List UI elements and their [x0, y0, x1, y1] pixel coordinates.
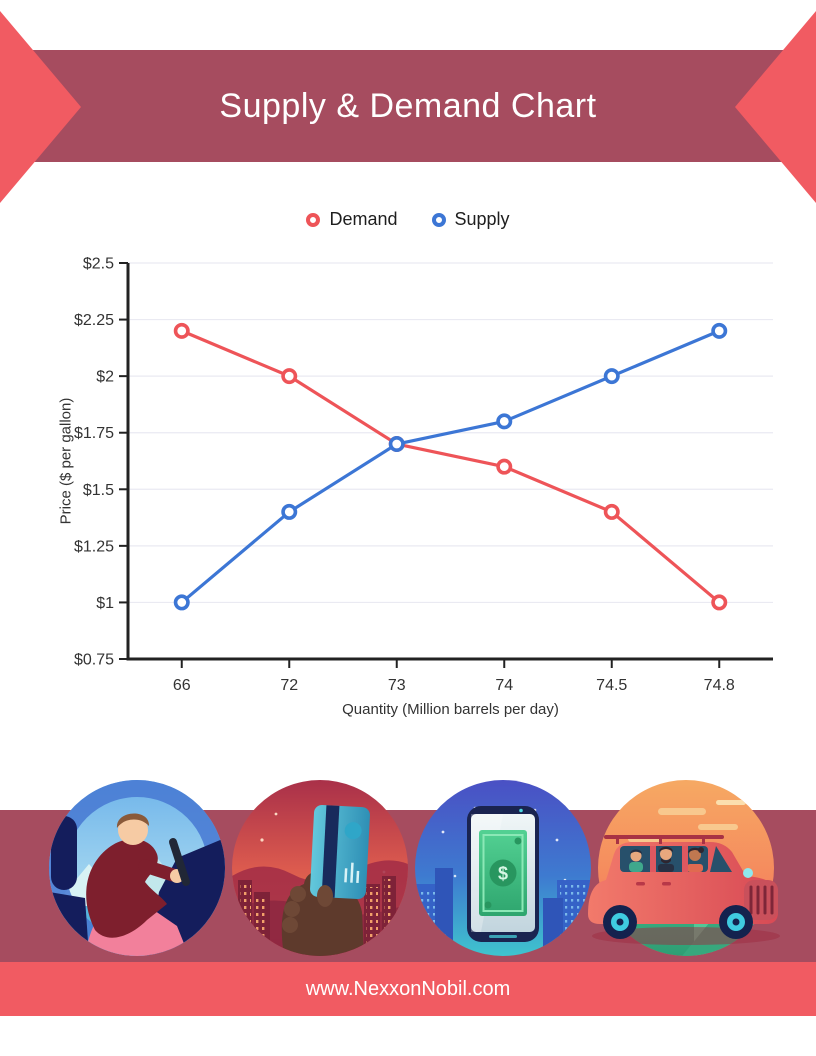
- hand-holding-credit-card-illustration: [232, 780, 408, 956]
- chart-legend: Demand Supply: [0, 209, 816, 230]
- svg-text:$0.75: $0.75: [74, 652, 114, 669]
- footer-url[interactable]: www.NexxonNobil.com: [305, 978, 511, 1000]
- svg-text:$1.75: $1.75: [74, 425, 114, 442]
- legend-item-supply[interactable]: Supply: [431, 209, 510, 230]
- svg-text:74: 74: [495, 677, 513, 694]
- svg-text:$1.25: $1.25: [74, 538, 114, 555]
- svg-text:$1.5: $1.5: [83, 482, 114, 499]
- svg-text:72: 72: [280, 677, 298, 694]
- ribbon-arrow-left-icon: [0, 11, 81, 203]
- supply-marker-icon: [431, 212, 446, 227]
- svg-text:74.8: 74.8: [704, 677, 735, 694]
- phone-with-dollar-bill-illustration: $: [415, 780, 591, 956]
- svg-text:$2.5: $2.5: [83, 256, 114, 273]
- supply-demand-line-chart: $0.75 $1 $1.25 $1.5 $1.75 $2 $2.25 $2.5 66 72 73 74…: [74, 256, 773, 694]
- svg-text:74.5: 74.5: [596, 677, 627, 694]
- legend-label-demand: Demand: [329, 209, 398, 229]
- ribbon-arrow-right-icon: [735, 11, 816, 203]
- demand-marker-icon: [306, 212, 321, 227]
- svg-text:66: 66: [173, 677, 191, 694]
- svg-text:$2: $2: [96, 369, 114, 386]
- legend-item-demand[interactable]: Demand: [306, 209, 398, 230]
- x-axis-title: Quantity (Million barrels per day): [342, 701, 559, 718]
- svg-text:73: 73: [388, 677, 406, 694]
- y-axis-title: Price ($ per gallon): [57, 397, 75, 525]
- header-ribbon-band: Supply & Demand Chart: [0, 50, 816, 162]
- svg-text:$1: $1: [96, 595, 114, 612]
- footer-bar: www.NexxonNobil.com: [0, 962, 816, 1016]
- driver-at-wheel-illustration: [49, 780, 225, 956]
- svg-text:$2.25: $2.25: [74, 312, 114, 329]
- page-title: Supply & Demand Chart: [219, 87, 597, 125]
- legend-label-supply: Supply: [454, 209, 510, 229]
- svg-text:$: $: [498, 864, 508, 884]
- family-car-trip-illustration: [588, 780, 780, 956]
